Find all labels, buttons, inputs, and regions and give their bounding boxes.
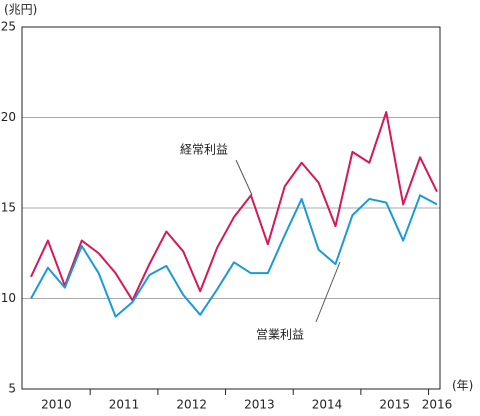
- leader-line: [235, 159, 253, 196]
- series-line: [30, 194, 438, 318]
- series-line: [30, 111, 438, 302]
- x-tick-label: 2010: [41, 398, 72, 412]
- y-tick-label: 25: [1, 20, 16, 34]
- x-tick-label: 2013: [244, 398, 275, 412]
- y-tick-label: 15: [1, 201, 16, 215]
- x-unit-label: (年): [452, 379, 473, 393]
- series-annotation: 営業利益: [256, 328, 304, 342]
- y-tick-label: 5: [8, 382, 16, 396]
- x-tick-label: 2015: [379, 398, 410, 412]
- x-tick-label: 2011: [109, 398, 140, 412]
- x-tick-label: 2014: [312, 398, 343, 412]
- y-tick-label: 10: [1, 291, 16, 305]
- y-tick-label: 20: [1, 110, 16, 124]
- leader-line: [315, 261, 341, 323]
- series-annotation: 経常利益: [180, 143, 228, 157]
- y-unit-label: (兆円): [4, 3, 37, 17]
- x-tick-label: 2012: [176, 398, 207, 412]
- plot-frame: [21, 26, 441, 390]
- x-tick-label: 2016: [422, 398, 453, 412]
